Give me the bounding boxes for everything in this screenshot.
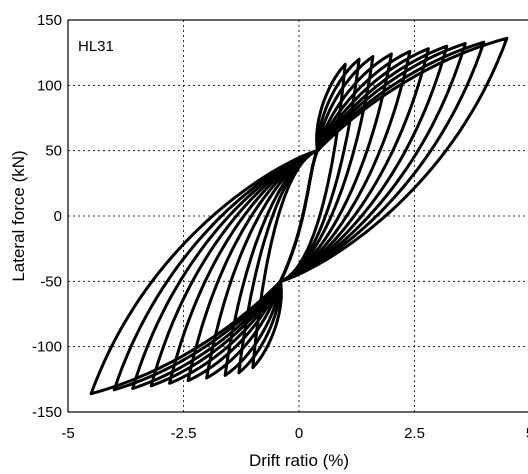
specimen-label: HL31 [78, 38, 114, 55]
y-tick-label: 0 [54, 208, 62, 225]
x-tick-label: -5 [61, 425, 74, 442]
x-tick-label: 2.5 [404, 425, 425, 442]
y-tick-label: -50 [40, 273, 62, 290]
hysteresis-loop-cycle-10 [89, 36, 509, 396]
x-axis-label: Drift ratio (%) [249, 451, 349, 470]
x-tick-labels: -5 -2.5 0 2.5 5 [61, 425, 528, 442]
hysteresis-loops [89, 36, 509, 396]
y-tick-label: 50 [45, 143, 62, 160]
y-tick-label: -100 [32, 339, 62, 356]
x-tick-label: 5 [526, 425, 528, 442]
y-tick-label: 150 [37, 12, 62, 29]
y-axis-label: Lateral force (kN) [9, 150, 28, 281]
y-tick-label: 100 [37, 77, 62, 94]
y-tick-labels: 150 100 50 0 -50 -100 -150 [32, 12, 62, 421]
y-tick-label: -150 [32, 404, 62, 421]
plot-frame [67, 19, 528, 413]
x-tick-label: -2.5 [171, 425, 197, 442]
grid [68, 20, 528, 412]
x-tick-label: 0 [295, 425, 303, 442]
